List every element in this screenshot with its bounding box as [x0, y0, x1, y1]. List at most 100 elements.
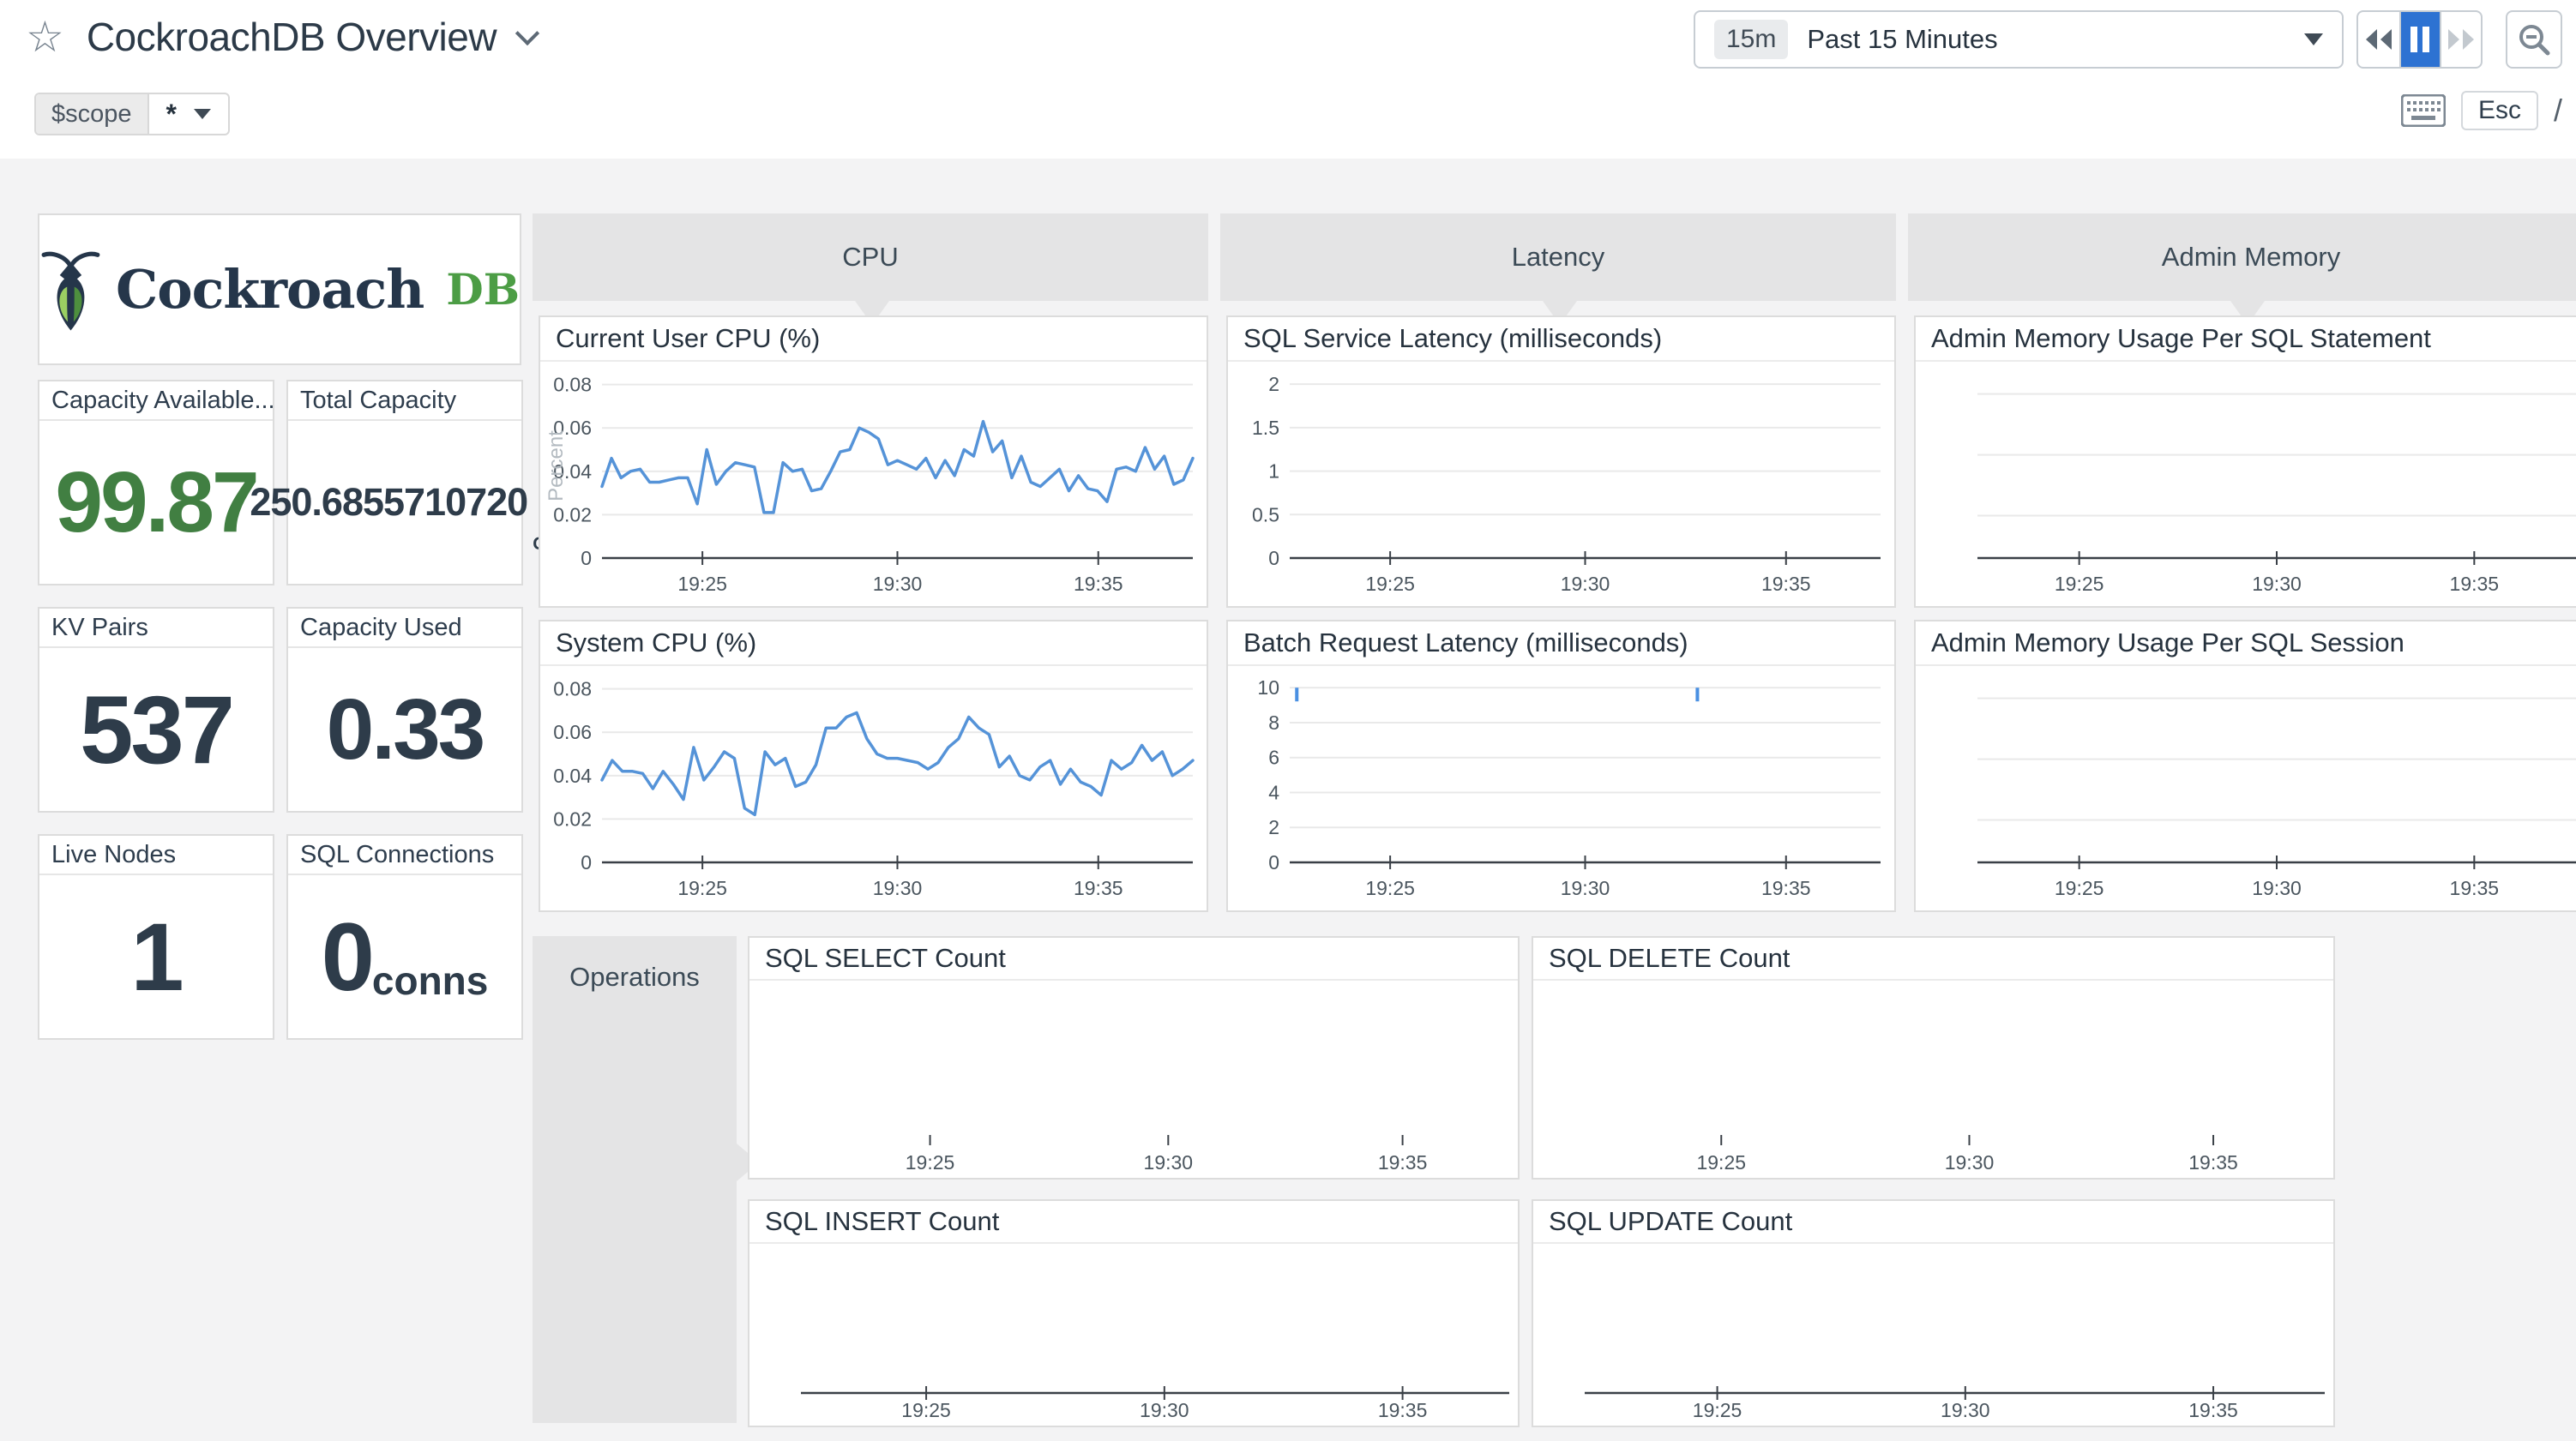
scope-template-variable[interactable]: $scope *	[34, 93, 230, 135]
pause-button[interactable]	[2398, 12, 2441, 67]
time-range-label: Past 15 Minutes	[1807, 24, 1998, 54]
kpi-title: KV Pairs	[39, 609, 273, 648]
rewind-button[interactable]	[2358, 12, 2399, 67]
chart-card-sql-select-count: SQL SELECT Count 19:25 19:30 19:35	[748, 936, 1520, 1180]
svg-text:4: 4	[1268, 781, 1279, 803]
svg-text:2: 2	[1268, 816, 1279, 838]
kpi-title: Capacity Used	[288, 609, 521, 648]
chart-card-sql-update-count: SQL UPDATE Count 19:25 19:30 19:35	[1532, 1199, 2335, 1427]
svg-text:19:35: 19:35	[1761, 877, 1811, 899]
svg-text:19:30: 19:30	[1140, 1399, 1189, 1421]
logo-db-text: DB	[446, 264, 520, 315]
chart-plot-sql-insert-count[interactable]: 19:25 19:30 19:35	[749, 1244, 1518, 1426]
slash-separator: /	[2554, 93, 2563, 128]
svg-text:19:25: 19:25	[906, 1151, 955, 1174]
svg-text:19:30: 19:30	[1941, 1399, 1990, 1421]
svg-text:0: 0	[1268, 851, 1279, 874]
chart-card-batch-request-latency: Batch Request Latency (milliseconds) 19:…	[1226, 620, 1896, 912]
chart-plot-system-cpu[interactable]: 19:25 19:30 19:35 0 0.02 0.04 0.06 0.08	[540, 666, 1207, 910]
svg-text:1: 1	[1268, 460, 1279, 483]
keyboard-icon[interactable]	[2401, 94, 2446, 127]
svg-text:19:35: 19:35	[2188, 1399, 2238, 1421]
logo-brand-text: Cockroach	[115, 258, 424, 321]
svg-text:2: 2	[1268, 373, 1279, 395]
group-label: Operations	[569, 962, 700, 992]
svg-text:19:35: 19:35	[1074, 877, 1123, 899]
chart-title: Admin Memory Usage Per SQL Session	[1916, 621, 2576, 666]
chart-plot-sql-delete-count[interactable]: 19:25 19:30 19:35	[1533, 981, 2333, 1178]
svg-text:19:35: 19:35	[2188, 1151, 2238, 1174]
chart-plot-sql-select-count[interactable]: 19:25 19:30 19:35	[749, 981, 1518, 1178]
group-header-cpu[interactable]: CPU	[533, 213, 1208, 301]
svg-text:19:25: 19:25	[2055, 877, 2104, 899]
group-label: Latency	[1511, 242, 1605, 272]
kpi-title: Live Nodes	[39, 836, 273, 875]
shortcut-hint-bar: Esc /	[2401, 91, 2576, 130]
chart-plot-admin-memory-statement[interactable]: 19:25 19:30 19:35	[1916, 362, 2576, 606]
svg-text:19:25: 19:25	[2055, 573, 2104, 595]
chart-card-current-user-cpu: Current User CPU (%) 19:25 19:30 19:35 0 0.0…	[539, 315, 1208, 608]
chart-plot-sql-update-count[interactable]: 19:25 19:30 19:35	[1533, 1244, 2333, 1426]
chart-title: SQL DELETE Count	[1533, 938, 2333, 981]
svg-text:19:25: 19:25	[677, 573, 727, 595]
svg-text:0.04: 0.04	[553, 460, 592, 483]
svg-text:19:25: 19:25	[901, 1399, 951, 1421]
group-header-latency[interactable]: Latency	[1220, 213, 1896, 301]
chart-card-sql-service-latency: SQL Service Latency (milliseconds) 19:25…	[1226, 315, 1896, 608]
chart-plot-sql-service-latency[interactable]: 19:25 19:30 19:35 0 0.5 1 1.5 2	[1228, 362, 1894, 606]
title-chevron-down-icon[interactable]	[515, 21, 540, 46]
chart-plot-current-user-cpu[interactable]: 19:25 19:30 19:35 0 0.02 0.04 0.06 0.08 Percent	[540, 362, 1207, 606]
kpi-value: 0	[321, 903, 375, 1011]
scope-caret-icon	[193, 109, 211, 119]
esc-key-hint: Esc	[2461, 91, 2539, 130]
svg-text:19:30: 19:30	[2252, 573, 2302, 595]
svg-text:0.08: 0.08	[553, 374, 592, 396]
chart-plot-batch-request-latency[interactable]: 19:25 19:30 19:35 0 2 4 6 8 10	[1228, 666, 1894, 910]
kpi-title: Total Capacity	[288, 381, 521, 421]
favorite-star-icon[interactable]: ☆	[26, 13, 64, 61]
svg-text:8: 8	[1268, 711, 1279, 734]
cockroachdb-logo-widget: Cockroach DB	[38, 213, 521, 365]
svg-text:19:35: 19:35	[2450, 877, 2500, 899]
svg-text:1.5: 1.5	[1252, 417, 1279, 439]
chart-card-sql-insert-count: SQL INSERT Count 19:25 19:30 19:35	[748, 1199, 1520, 1427]
group-header-admin-memory[interactable]: Admin Memory	[1908, 213, 2576, 301]
svg-text:0.06: 0.06	[553, 417, 592, 439]
fast-forward-icon	[2448, 29, 2475, 50]
svg-text:19:30: 19:30	[873, 877, 923, 899]
kpi-value: 99.87	[55, 453, 259, 550]
kpi-tile-capacity-used: Capacity Used 0.33	[286, 607, 523, 813]
kpi-tile-live-nodes: Live Nodes 1	[38, 834, 274, 1040]
cockroach-bug-icon	[41, 251, 100, 330]
svg-text:0.5: 0.5	[1252, 503, 1279, 525]
fast-forward-button[interactable]	[2440, 12, 2481, 67]
chart-plot-admin-memory-session[interactable]: 19:25 19:30 19:35	[1916, 666, 2576, 910]
chart-card-admin-memory-session: Admin Memory Usage Per SQL Session 19:25…	[1914, 620, 2576, 912]
svg-text:19:35: 19:35	[1074, 573, 1123, 595]
time-range-caret-icon	[2304, 33, 2323, 45]
chart-title: System CPU (%)	[540, 621, 1207, 666]
dashboard-header: ☆ CockroachDB Overview	[26, 13, 540, 61]
svg-text:19:35: 19:35	[1378, 1399, 1428, 1421]
svg-text:19:30: 19:30	[2252, 877, 2302, 899]
group-header-operations[interactable]: Operations	[533, 936, 759, 1423]
kpi-title: SQL Connections	[288, 836, 521, 875]
svg-text:19:35: 19:35	[1378, 1151, 1428, 1174]
zoom-out-icon	[2519, 25, 2550, 56]
time-range-selector[interactable]: 15m Past 15 Minutes	[1694, 10, 2344, 69]
chart-card-sql-delete-count: SQL DELETE Count 19:25 19:30 19:35	[1532, 936, 2335, 1180]
svg-text:10: 10	[1257, 676, 1279, 699]
svg-text:19:25: 19:25	[677, 877, 727, 899]
time-shift-button-group	[2356, 10, 2483, 69]
svg-text:0.02: 0.02	[553, 503, 592, 525]
svg-text:0: 0	[581, 851, 592, 874]
chart-title: Current User CPU (%)	[540, 317, 1207, 362]
svg-text:19:25: 19:25	[1365, 573, 1415, 595]
rewind-icon	[2365, 29, 2392, 50]
svg-text:19:30: 19:30	[1144, 1151, 1194, 1174]
zoom-out-button[interactable]	[2506, 10, 2562, 69]
chart-card-admin-memory-statement: Admin Memory Usage Per SQL Statement 19:…	[1914, 315, 2576, 608]
scope-variable-value[interactable]: *	[149, 94, 228, 134]
svg-text:0: 0	[581, 547, 592, 569]
kpi-value: 250.6855710720	[250, 480, 528, 524]
